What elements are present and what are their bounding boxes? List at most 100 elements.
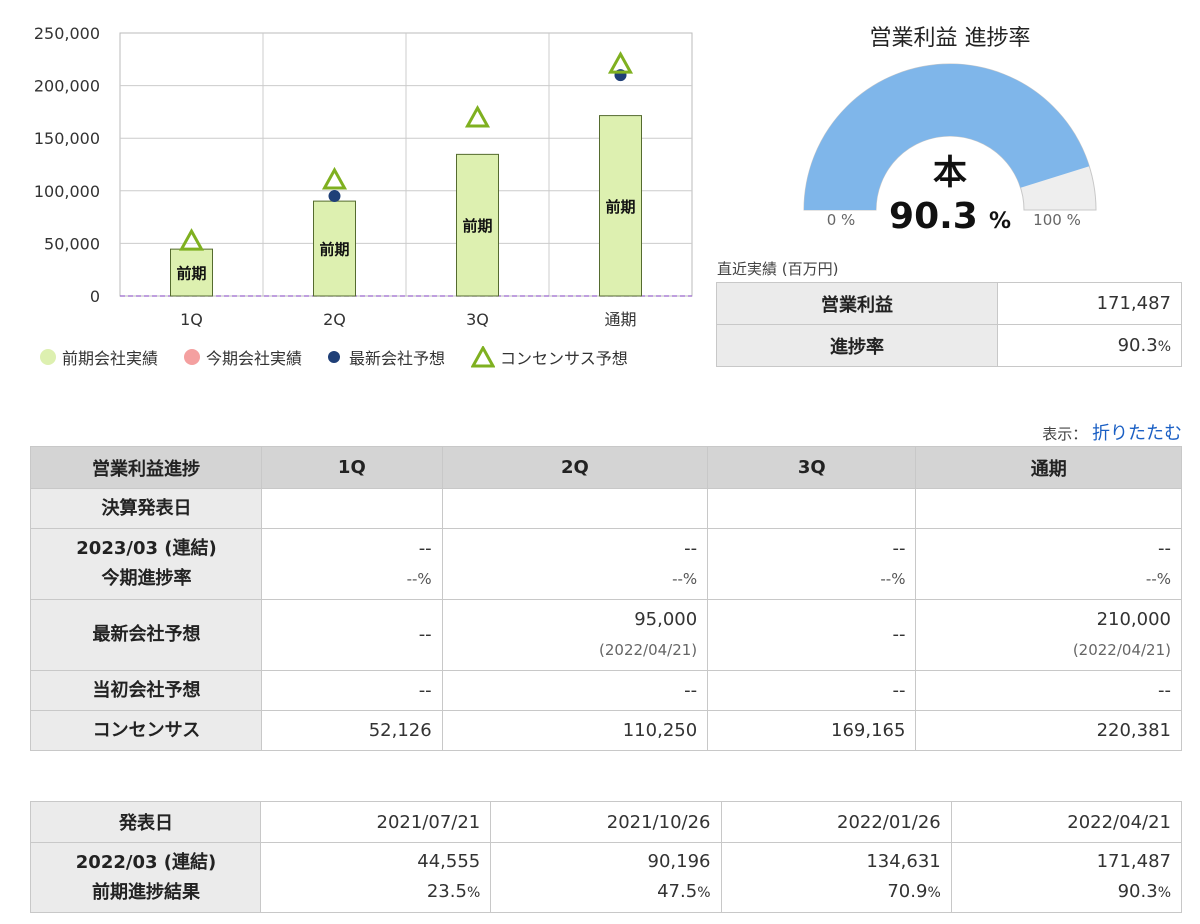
cell-value: -- xyxy=(1158,538,1171,559)
collapse-link[interactable]: 折りたたむ xyxy=(1092,423,1182,444)
table-cell: -- xyxy=(915,670,1182,711)
legend-label-prev-actual: 前期会社実績 xyxy=(62,349,159,368)
table-cell: -- xyxy=(707,599,917,671)
gauge-min-label: 0 % xyxy=(827,211,856,229)
table-cell: 210,000 (2022/04/21) xyxy=(915,599,1182,671)
cell-percent-unit: % xyxy=(417,570,432,588)
consensus-point xyxy=(178,228,205,251)
table-cell: 95,000 (2022/04/21) xyxy=(441,599,709,671)
column-header-1q: 1Q xyxy=(261,446,443,489)
cell-percent-unit: % xyxy=(697,885,711,901)
row-label-announcement-date: 決算発表日 xyxy=(30,488,262,529)
row-label-line: 2023/03 (連結) xyxy=(76,538,217,559)
y-tick-label: 150,000 xyxy=(34,129,100,148)
cell-value: -- xyxy=(418,538,432,559)
legend-label-latest-forecast: 最新会社予想 xyxy=(349,349,446,368)
gauge-center-label: 本 xyxy=(933,153,967,193)
table-cell: 220,381 xyxy=(915,710,1182,751)
legend-swatch-current-actual xyxy=(184,349,201,365)
table-cell: 2022/01/26 xyxy=(720,801,952,843)
consensus-point xyxy=(607,51,634,74)
table-cell: 90,196 47.5% xyxy=(490,842,722,913)
cell-percent-unit: % xyxy=(927,885,941,901)
cell-percent: 23.5% xyxy=(262,877,480,908)
cell-percent: --% xyxy=(444,564,697,594)
chart-grid xyxy=(119,32,693,297)
cell-percent: --% xyxy=(917,564,1171,594)
y-axis-tick-labels: 0 50,000 100,000 150,000 200,000 250,000 xyxy=(34,24,100,306)
gauge-max-label: 100 % xyxy=(1033,211,1081,229)
bar-2Q xyxy=(313,200,356,297)
cell-value: -- xyxy=(684,538,698,559)
y-tick-label: 0 xyxy=(90,287,100,306)
gauge-value: 90.3 % xyxy=(889,196,1011,237)
cell-percent: 90.3% xyxy=(953,877,1171,908)
cell-percent-unit: % xyxy=(466,885,481,901)
previous-year-progress-table: 発表日 2021/07/21 2021/10/26 2022/01/26 202… xyxy=(30,801,1183,913)
bar-通期 xyxy=(599,115,642,297)
cell-percent: --% xyxy=(709,564,905,594)
row-label-current-progress: 2023/03 (連結) 今期進捗率 xyxy=(30,528,262,600)
chart-markers xyxy=(178,51,634,251)
table-cell: 2022/04/21 xyxy=(950,801,1183,843)
bar-label: 前期 xyxy=(176,265,206,283)
table-cell: -- xyxy=(261,599,443,671)
table-cell: -- xyxy=(261,670,443,711)
table-cell: 171,487 90.3% xyxy=(950,842,1183,913)
column-header-full-year: 通期 xyxy=(915,446,1182,489)
cell-date: (2022/04/21) xyxy=(1072,641,1171,659)
table-row: コンセンサス 52,126 110,250 169,165 220,381 xyxy=(30,710,1182,751)
cell-percent-unit: % xyxy=(682,570,698,588)
cell-percent: --% xyxy=(263,564,432,594)
table-cell: 2021/07/21 xyxy=(259,801,492,843)
table-row: 発表日 2021/07/21 2021/10/26 2022/01/26 202… xyxy=(30,801,1183,843)
table-cell: -- xyxy=(707,670,917,711)
legend-item-current-actual: 今期会社実績 xyxy=(184,345,302,369)
table-cell xyxy=(441,488,709,529)
recent-value-number: 171,487 xyxy=(1096,293,1171,314)
table-header-row: 営業利益進捗 1Q 2Q 3Q 通期 xyxy=(30,446,1182,489)
table-cell: -- --% xyxy=(915,528,1182,600)
x-tick-label: 1Q xyxy=(180,310,203,329)
table-row: 当初会社予想 -- -- -- -- xyxy=(30,670,1182,711)
recent-value-progress-rate: 90.3% xyxy=(997,324,1182,367)
cell-value: 171,487 xyxy=(1096,851,1171,872)
cell-percent-number: -- xyxy=(672,570,683,588)
cell-value: 90,196 xyxy=(647,851,711,872)
legend-item-prev-actual: 前期会社実績 xyxy=(40,345,158,369)
table-cell: 52,126 xyxy=(261,710,443,751)
gauge-fill xyxy=(804,63,1090,210)
y-tick-label: 250,000 xyxy=(34,24,100,43)
gauge-value-number: 90.3 xyxy=(889,196,978,237)
x-tick-label: 通期 xyxy=(604,310,636,329)
cell-value: 44,555 xyxy=(417,851,481,872)
recent-label-progress-rate: 進捗率 xyxy=(716,324,998,367)
table-row: 進捗率 90.3% xyxy=(716,324,1182,367)
cell-percent-number: 70.9 xyxy=(887,881,928,902)
display-toggle-label: 表示： xyxy=(1042,425,1088,443)
bar-label: 前期 xyxy=(605,198,635,216)
recent-value-number: 90.3 xyxy=(1117,335,1158,356)
table-cell: 2021/10/26 xyxy=(490,801,722,843)
operating-profit-progress-table: 営業利益進捗 1Q 2Q 3Q 通期 決算発表日 2023/03 (連結) 今期… xyxy=(30,446,1182,751)
y-tick-label: 200,000 xyxy=(34,77,100,96)
table-cell: -- --% xyxy=(441,528,709,600)
cell-percent-number: 23.5 xyxy=(426,881,467,902)
table-cell: 169,165 xyxy=(707,710,917,751)
row-label-previous-progress: 2022/03 (連結) 前期進捗結果 xyxy=(30,842,261,913)
x-tick-label: 2Q xyxy=(323,310,346,329)
legend-swatch-prev-actual xyxy=(40,349,56,365)
table-cell xyxy=(261,488,443,529)
chart-legend: 前期会社実績 今期会社実績 最新会社予想 コンセンサス予想 xyxy=(40,343,654,371)
table-cell xyxy=(915,488,1182,529)
gauge-value-unit: % xyxy=(989,209,1011,234)
cell-percent-unit: % xyxy=(891,570,906,588)
row-label-consensus: コンセンサス xyxy=(30,710,262,751)
cell-value: 134,631 xyxy=(866,851,941,872)
cell-percent-unit: % xyxy=(1157,885,1171,901)
table-cell: -- --% xyxy=(707,528,917,600)
cell-percent: 70.9% xyxy=(723,877,941,908)
cell-percent-number: -- xyxy=(406,570,418,588)
row-label-line: 今期進捗率 xyxy=(101,568,192,589)
cell-value: -- xyxy=(892,624,906,645)
